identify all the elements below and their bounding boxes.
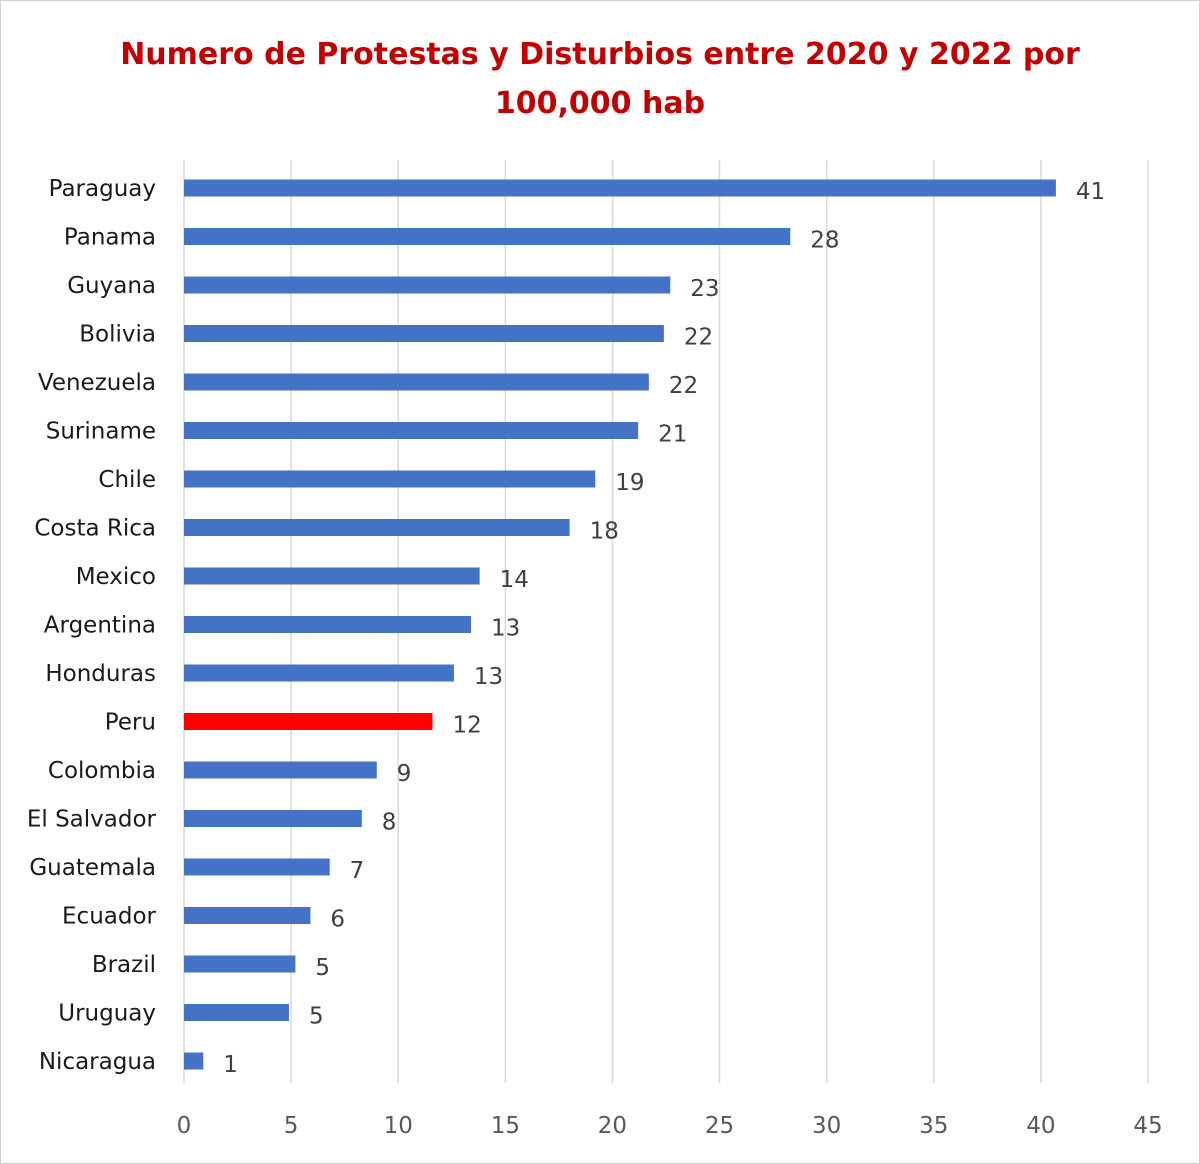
category-label-panama: Panama — [64, 225, 156, 251]
x-tick-label: 25 — [705, 1113, 734, 1139]
bars — [184, 179, 1056, 1070]
bar-colombia — [184, 761, 377, 779]
data-label-bolivia: 22 — [684, 325, 713, 351]
category-label-honduras: Honduras — [45, 661, 156, 687]
data-label-el-salvador: 8 — [382, 810, 397, 836]
data-label-ecuador: 6 — [330, 907, 345, 933]
x-tick-label: 35 — [919, 1113, 948, 1139]
x-tick-label: 0 — [177, 1113, 192, 1139]
data-label-uruguay: 5 — [309, 1004, 324, 1030]
chart-title: Numero de Protestas y Disturbios entre 2… — [0, 30, 1200, 128]
x-tick-label: 15 — [491, 1113, 520, 1139]
category-label-chile: Chile — [98, 467, 156, 493]
x-tick-label: 20 — [598, 1113, 627, 1139]
bar-uruguay — [184, 1004, 289, 1021]
x-tick-label: 45 — [1133, 1113, 1162, 1139]
data-label-honduras: 13 — [474, 664, 503, 690]
chart-title-line-1: Numero de Protestas y Disturbios entre 2… — [120, 37, 1080, 72]
bar-panama — [184, 228, 791, 245]
category-label-guatemala: Guatemala — [29, 855, 156, 881]
category-label-colombia: Colombia — [48, 758, 156, 784]
x-tick-label: 30 — [812, 1113, 841, 1139]
bar-brazil — [184, 955, 296, 973]
bar-chile — [184, 470, 596, 488]
data-label-guyana: 23 — [690, 276, 719, 302]
bar-guyana — [184, 276, 671, 294]
x-tick-label: 40 — [1026, 1113, 1055, 1139]
bar-ecuador — [184, 907, 311, 924]
bar-costa-rica — [184, 519, 570, 536]
category-label-mexico: Mexico — [76, 564, 156, 590]
category-label-ecuador: Ecuador — [62, 904, 157, 930]
category-label-paraguay: Paraguay — [49, 176, 156, 202]
bar-guatemala — [184, 858, 330, 876]
data-label-chile: 19 — [615, 470, 644, 496]
data-label-mexico: 14 — [500, 567, 529, 593]
category-label-suriname: Suriname — [46, 419, 156, 445]
data-label-guatemala: 7 — [350, 858, 365, 884]
category-label-nicaragua: Nicaragua — [39, 1049, 156, 1075]
bar-honduras — [184, 664, 454, 682]
data-label-colombia: 9 — [397, 761, 412, 787]
bar-venezuela — [184, 373, 649, 391]
bar-paraguay — [184, 179, 1056, 197]
data-label-nicaragua: 1 — [223, 1052, 238, 1078]
bar-bolivia — [184, 325, 664, 342]
category-label-bolivia: Bolivia — [79, 322, 156, 348]
data-label-venezuela: 22 — [669, 373, 698, 399]
category-label-peru: Peru — [105, 710, 156, 736]
category-label-uruguay: Uruguay — [58, 1001, 156, 1027]
data-label-argentina: 13 — [491, 616, 520, 642]
data-label-brazil: 5 — [315, 955, 330, 981]
category-label-venezuela: Venezuela — [38, 370, 156, 396]
data-label-paraguay: 41 — [1076, 179, 1105, 205]
bar-el-salvador — [184, 810, 362, 827]
x-tick-label: 5 — [284, 1113, 299, 1139]
category-label-argentina: Argentina — [44, 613, 156, 639]
category-label-el-salvador: El Salvador — [27, 807, 157, 833]
chart-title-line-2: 100,000 hab — [494, 86, 706, 121]
data-label-costa-rica: 18 — [590, 519, 619, 545]
category-label-brazil: Brazil — [92, 952, 156, 978]
bar-peru — [184, 713, 433, 730]
x-tick-label: 10 — [384, 1113, 413, 1139]
bar-nicaragua — [184, 1052, 204, 1070]
bar-argentina — [184, 616, 472, 633]
category-label-guyana: Guyana — [67, 273, 156, 299]
bar-mexico — [184, 567, 480, 585]
bar-suriname — [184, 422, 639, 439]
data-label-panama: 28 — [810, 228, 839, 254]
data-label-peru: 12 — [452, 713, 481, 739]
data-label-suriname: 21 — [658, 422, 687, 448]
category-label-costa-rica: Costa Rica — [34, 516, 156, 542]
